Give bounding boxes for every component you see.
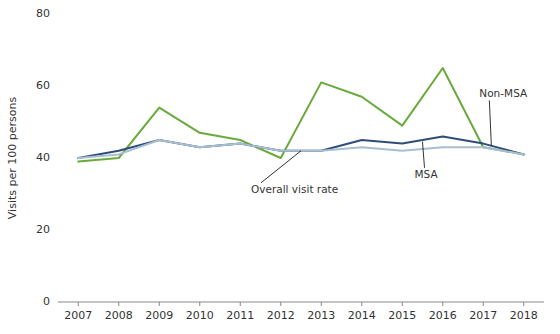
x-tick <box>78 302 79 306</box>
series-line <box>78 68 524 162</box>
x-tick-label: 2011 <box>226 309 254 322</box>
x-tick-label: 2007 <box>64 309 92 322</box>
x-tick <box>361 302 362 306</box>
x-tick-label: 2016 <box>429 309 457 322</box>
annotation: MSA <box>415 168 439 180</box>
x-tick <box>240 302 241 306</box>
x-tick-label: 2018 <box>510 309 538 322</box>
x-tick-label: 2012 <box>267 309 295 322</box>
x-tick-label: 2015 <box>388 309 416 322</box>
x-tick-label: 2017 <box>469 309 497 322</box>
x-tick <box>159 302 160 306</box>
y-tick-label: 0 <box>43 295 50 308</box>
annotation: Non-MSA <box>479 87 528 99</box>
annotation-leader <box>423 142 425 168</box>
annotations: Overall visit rate MSA Non-MSA <box>251 87 528 194</box>
plot-area <box>78 68 524 162</box>
series-line <box>78 136 524 158</box>
y-tick-label: 60 <box>36 79 50 92</box>
x-tick <box>280 302 281 306</box>
x-tick <box>523 302 524 306</box>
x-tick <box>483 302 484 306</box>
x-tick-label: 2009 <box>145 309 173 322</box>
x-axis-line <box>58 302 544 303</box>
x-tick-label: 2013 <box>307 309 335 322</box>
y-tick-label: 40 <box>36 151 50 164</box>
y-axis: 0 20 40 60 80 <box>36 7 50 308</box>
series-line <box>78 140 524 158</box>
x-axis: 2007 2008 2009 2010 2011 2012 2013 2014 2015 2016… <box>58 302 544 322</box>
y-axis-label: Visits per 100 persons <box>6 97 19 220</box>
x-tick <box>402 302 403 306</box>
x-tick <box>118 302 119 306</box>
annotation-leader <box>489 100 491 145</box>
x-tick <box>321 302 322 306</box>
x-tick <box>442 302 443 306</box>
chart: 020406080Visits per 100 persons200720082… <box>0 0 560 334</box>
x-tick-label: 2010 <box>186 309 214 322</box>
x-tick-label: 2014 <box>348 309 376 322</box>
y-tick-label: 80 <box>36 7 50 20</box>
annotation-leader <box>261 151 301 183</box>
x-tick-label: 2008 <box>105 309 133 322</box>
x-tick <box>199 302 200 306</box>
annotation: Overall visit rate <box>251 183 338 195</box>
y-tick-label: 20 <box>36 223 50 236</box>
